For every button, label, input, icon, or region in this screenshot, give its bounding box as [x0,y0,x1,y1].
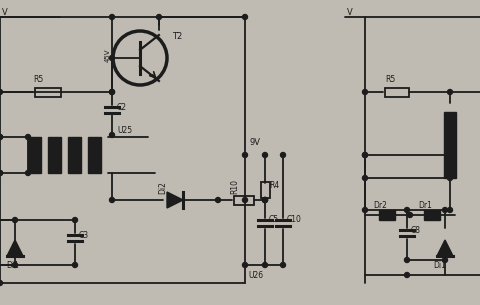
Circle shape [280,152,286,157]
Circle shape [109,15,115,20]
Circle shape [405,272,409,278]
Circle shape [280,263,286,267]
Circle shape [0,135,2,139]
Circle shape [242,198,248,203]
Circle shape [109,198,115,203]
Text: C2: C2 [117,103,127,112]
Circle shape [0,135,2,139]
Circle shape [263,198,267,203]
Text: V: V [347,8,353,17]
Circle shape [405,207,409,213]
Text: C8: C8 [411,226,421,235]
Bar [379,210,395,220]
Circle shape [109,56,115,60]
Text: 45V: 45V [105,48,111,62]
Circle shape [263,263,267,267]
Text: Di1: Di1 [433,261,446,270]
Text: Dr1: Dr1 [418,201,432,210]
Circle shape [447,207,453,213]
Circle shape [0,89,2,95]
Bar [35,88,61,96]
Circle shape [362,89,368,95]
Text: R10: R10 [230,179,239,194]
Polygon shape [7,240,23,256]
Text: Dr2: Dr2 [373,201,387,210]
Text: U25: U25 [117,126,132,135]
Text: Di2: Di2 [158,181,167,194]
Text: 200 Ohm: 200 Ohm [453,133,459,163]
Text: R4: R4 [269,181,279,190]
Circle shape [443,207,447,213]
Bar [444,112,456,178]
Circle shape [362,175,368,181]
Text: R5: R5 [385,75,395,84]
Bar [68,137,81,173]
Text: Di1: Di1 [6,261,19,270]
Circle shape [263,198,267,203]
Circle shape [12,263,17,267]
Text: T2: T2 [172,32,182,41]
Circle shape [263,198,267,203]
Text: C3: C3 [79,231,89,240]
Circle shape [443,257,447,263]
Text: C10: C10 [287,215,302,224]
Circle shape [242,15,248,20]
Circle shape [0,170,2,175]
Circle shape [0,281,2,285]
Circle shape [25,170,31,175]
Circle shape [362,152,368,157]
Circle shape [405,257,409,263]
Circle shape [12,217,17,223]
Circle shape [72,217,77,223]
Circle shape [263,152,267,157]
Circle shape [242,152,248,157]
Circle shape [0,170,2,175]
Circle shape [447,175,453,181]
Text: 9V: 9V [249,138,260,147]
Bar [234,196,254,204]
Circle shape [156,15,161,20]
Circle shape [109,132,115,138]
Text: V: V [2,8,8,17]
Circle shape [109,89,115,95]
Polygon shape [167,192,183,208]
Bar [88,137,101,173]
Bar [28,137,41,173]
Text: U26: U26 [248,271,263,280]
Bar [261,182,269,198]
Circle shape [362,152,368,157]
Circle shape [216,198,220,203]
Polygon shape [437,240,453,256]
Circle shape [25,135,31,139]
Circle shape [242,263,248,267]
Circle shape [72,263,77,267]
Circle shape [109,89,115,95]
Bar [424,210,440,220]
Bar [48,137,61,173]
Circle shape [447,89,453,95]
Text: R5: R5 [33,75,43,84]
Text: C5: C5 [269,215,279,224]
Bar [385,88,409,96]
Circle shape [362,207,368,213]
Circle shape [408,213,412,217]
